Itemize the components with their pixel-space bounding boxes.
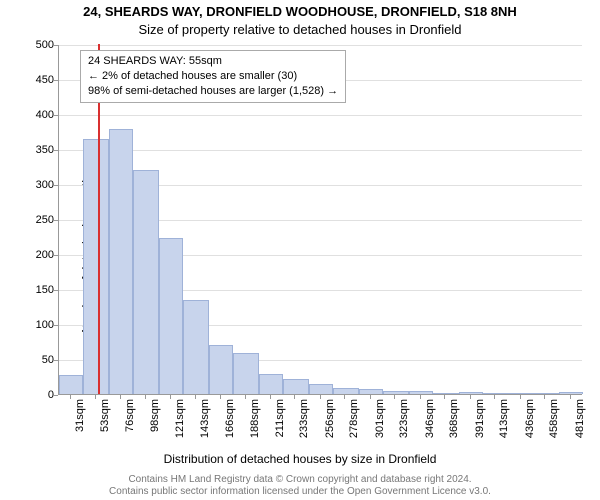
histogram-bar [233,353,259,394]
y-tick-mark [54,150,58,151]
y-tick-mark [54,185,58,186]
x-tick-label: 121sqm [174,399,186,445]
y-tick-mark [54,220,58,221]
x-tick-label: 346sqm [424,399,436,445]
x-tick-mark [370,395,371,399]
histogram-bar [459,392,483,394]
histogram-bar [383,391,409,394]
histogram-bar [483,393,509,394]
y-tick-label: 200 [36,249,54,261]
x-tick-mark [394,395,395,399]
x-tick-mark [444,395,445,399]
histogram-bar [109,129,133,394]
x-tick-mark [544,395,545,399]
y-tick-label: 50 [42,354,54,366]
x-tick-label: 458sqm [548,399,560,445]
histogram-bar [433,393,459,394]
x-tick-label: 278sqm [348,399,360,445]
x-tick-mark [420,395,421,399]
x-tick-label: 481sqm [574,399,586,445]
histogram-bar [83,139,109,395]
y-tick-mark [54,255,58,256]
histogram-bar [333,388,359,394]
x-tick-mark [170,395,171,399]
y-tick-mark [54,45,58,46]
y-tick-label: 100 [36,319,54,331]
y-tick-mark [54,360,58,361]
y-tick-label: 400 [36,109,54,121]
legend-box: 24 SHEARDS WAY: 55sqm ← 2% of detached h… [80,50,346,103]
x-tick-mark [570,395,571,399]
y-tick-mark [54,325,58,326]
x-tick-label: 98sqm [149,399,161,445]
x-tick-mark [195,395,196,399]
x-tick-label: 323sqm [398,399,410,445]
chart-subtitle: Size of property relative to detached ho… [0,22,600,37]
histogram-bar [409,391,433,394]
histogram-bar [259,374,283,394]
histogram-bar [159,238,183,394]
x-axis-label: Distribution of detached houses by size … [0,452,600,466]
copyright-line-1: Contains HM Land Registry data © Crown c… [0,474,600,486]
histogram-bar [533,393,559,394]
x-tick-label: 76sqm [124,399,136,445]
x-tick-mark [494,395,495,399]
legend-larger-count: 98% of semi-detached houses are larger (… [88,84,338,99]
y-tick-label: 350 [36,144,54,156]
x-tick-label: 166sqm [224,399,236,445]
legend-property-size: 24 SHEARDS WAY: 55sqm [88,54,338,69]
y-tick-mark [54,115,58,116]
legend-smaller-count: ← 2% of detached houses are smaller (30) [88,69,338,84]
gridline [59,115,582,116]
x-tick-label: 31sqm [74,399,86,445]
x-tick-mark [320,395,321,399]
histogram-bar [509,393,533,394]
x-tick-mark [520,395,521,399]
x-tick-mark [245,395,246,399]
histogram-bar [359,389,383,394]
y-tick-label: 450 [36,74,54,86]
x-tick-label: 391sqm [474,399,486,445]
x-tick-label: 301sqm [374,399,386,445]
x-tick-mark [344,395,345,399]
y-tick-mark [54,290,58,291]
copyright-line-2: Contains public sector information licen… [0,486,600,498]
x-tick-mark [70,395,71,399]
x-tick-label: 211sqm [274,399,286,445]
chart-title-address: 24, SHEARDS WAY, DRONFIELD WOODHOUSE, DR… [0,4,600,19]
x-tick-label: 53sqm [99,399,111,445]
chart-container: 24, SHEARDS WAY, DRONFIELD WOODHOUSE, DR… [0,0,600,500]
histogram-bar [283,379,309,394]
x-tick-label: 413sqm [498,399,510,445]
y-tick-label: 500 [36,39,54,51]
x-tick-mark [270,395,271,399]
x-tick-label: 188sqm [249,399,261,445]
gridline [59,150,582,151]
histogram-bar [209,345,233,394]
histogram-bar [133,170,159,394]
x-tick-label: 436sqm [524,399,536,445]
y-tick-label: 300 [36,179,54,191]
x-tick-label: 256sqm [324,399,336,445]
histogram-bar [59,375,83,394]
histogram-bar [559,392,583,394]
x-tick-mark [470,395,471,399]
copyright-notice: Contains HM Land Registry data © Crown c… [0,474,600,498]
y-tick-mark [54,80,58,81]
histogram-bar [309,384,333,395]
x-tick-mark [145,395,146,399]
x-tick-mark [120,395,121,399]
x-tick-label: 233sqm [298,399,310,445]
gridline [59,45,582,46]
x-tick-label: 143sqm [199,399,211,445]
y-tick-label: 250 [36,214,54,226]
y-tick-mark [54,395,58,396]
y-tick-label: 150 [36,284,54,296]
x-tick-label: 368sqm [448,399,460,445]
x-tick-mark [294,395,295,399]
histogram-bar [183,300,209,395]
x-tick-mark [95,395,96,399]
x-tick-mark [220,395,221,399]
